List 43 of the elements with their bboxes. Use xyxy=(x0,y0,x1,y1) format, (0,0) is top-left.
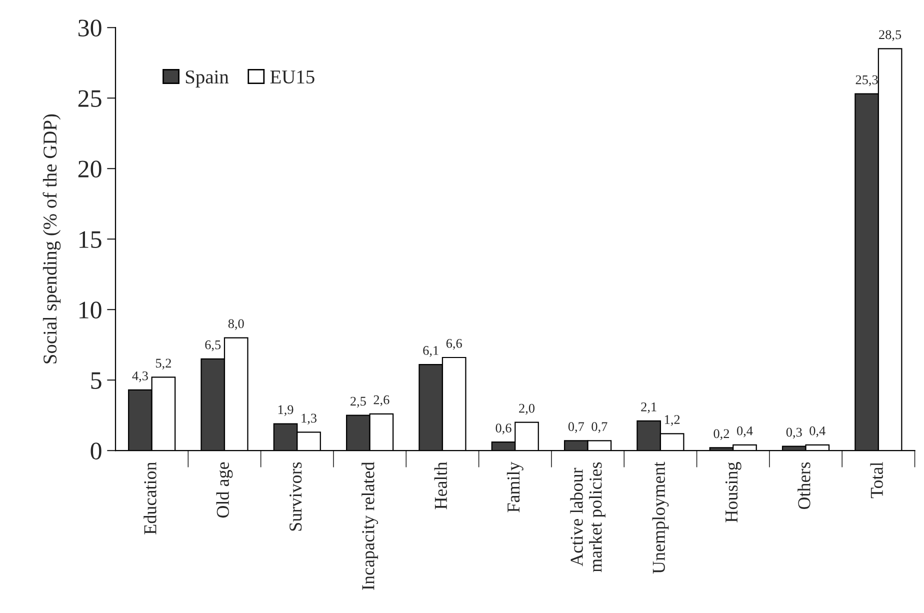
data-label: 0,7 xyxy=(568,422,584,433)
legend-label: EU15 xyxy=(270,70,314,84)
data-label: 5,2 xyxy=(156,358,171,370)
y-tick-label: 20 xyxy=(78,160,102,178)
y-axis-title: Social spending (% of the GDP) xyxy=(42,114,61,364)
data-label: 4,3 xyxy=(132,371,148,382)
data-label: 25,3 xyxy=(856,75,878,86)
data-label: 0,6 xyxy=(496,424,512,434)
data-label: 6,5 xyxy=(205,340,221,352)
x-tick-label: Others xyxy=(798,462,810,510)
data-label: 1,3 xyxy=(302,414,317,424)
x-tick-label: Incapacity related xyxy=(362,462,378,590)
data-label: 0,2 xyxy=(714,429,730,440)
x-tick-label: Health xyxy=(434,462,447,510)
x-tick-label: Family xyxy=(506,462,524,512)
data-label: 0,4 xyxy=(810,426,826,438)
data-label: 2,6 xyxy=(374,395,390,406)
x-tick-label: Unemployment xyxy=(652,462,669,574)
y-tick-label: 15 xyxy=(80,231,102,248)
y-tick-label: 30 xyxy=(78,20,102,37)
y-tick-label: 25 xyxy=(78,90,102,107)
data-label: 0,7 xyxy=(592,422,608,433)
y-tick-label: 5 xyxy=(91,372,102,389)
data-label: 0,4 xyxy=(736,426,753,438)
data-label: 2,1 xyxy=(641,402,656,414)
x-tick-label: Survivors xyxy=(290,462,302,531)
legend-label: Spain xyxy=(186,70,229,88)
y-tick-label: 0 xyxy=(90,442,102,460)
x-tick-label: Total xyxy=(870,462,883,498)
y-tick-label: 10 xyxy=(80,302,102,318)
data-label: 1,9 xyxy=(278,405,294,416)
data-label: 2,0 xyxy=(519,404,534,415)
data-label: 1,2 xyxy=(664,415,680,426)
data-label: 6,6 xyxy=(446,339,462,350)
x-tick-label: Active labour market policies xyxy=(570,462,606,572)
x-tick-label: Old age xyxy=(216,462,233,518)
x-tick-label: Education xyxy=(144,462,156,534)
data-label: 2,5 xyxy=(350,396,366,408)
data-label: 6,1 xyxy=(423,346,438,357)
data-label: 28,5 xyxy=(879,30,902,42)
data-label: 0,3 xyxy=(786,428,802,439)
x-tick-label: Housing xyxy=(725,462,742,522)
data-label: 8,0 xyxy=(228,319,244,330)
